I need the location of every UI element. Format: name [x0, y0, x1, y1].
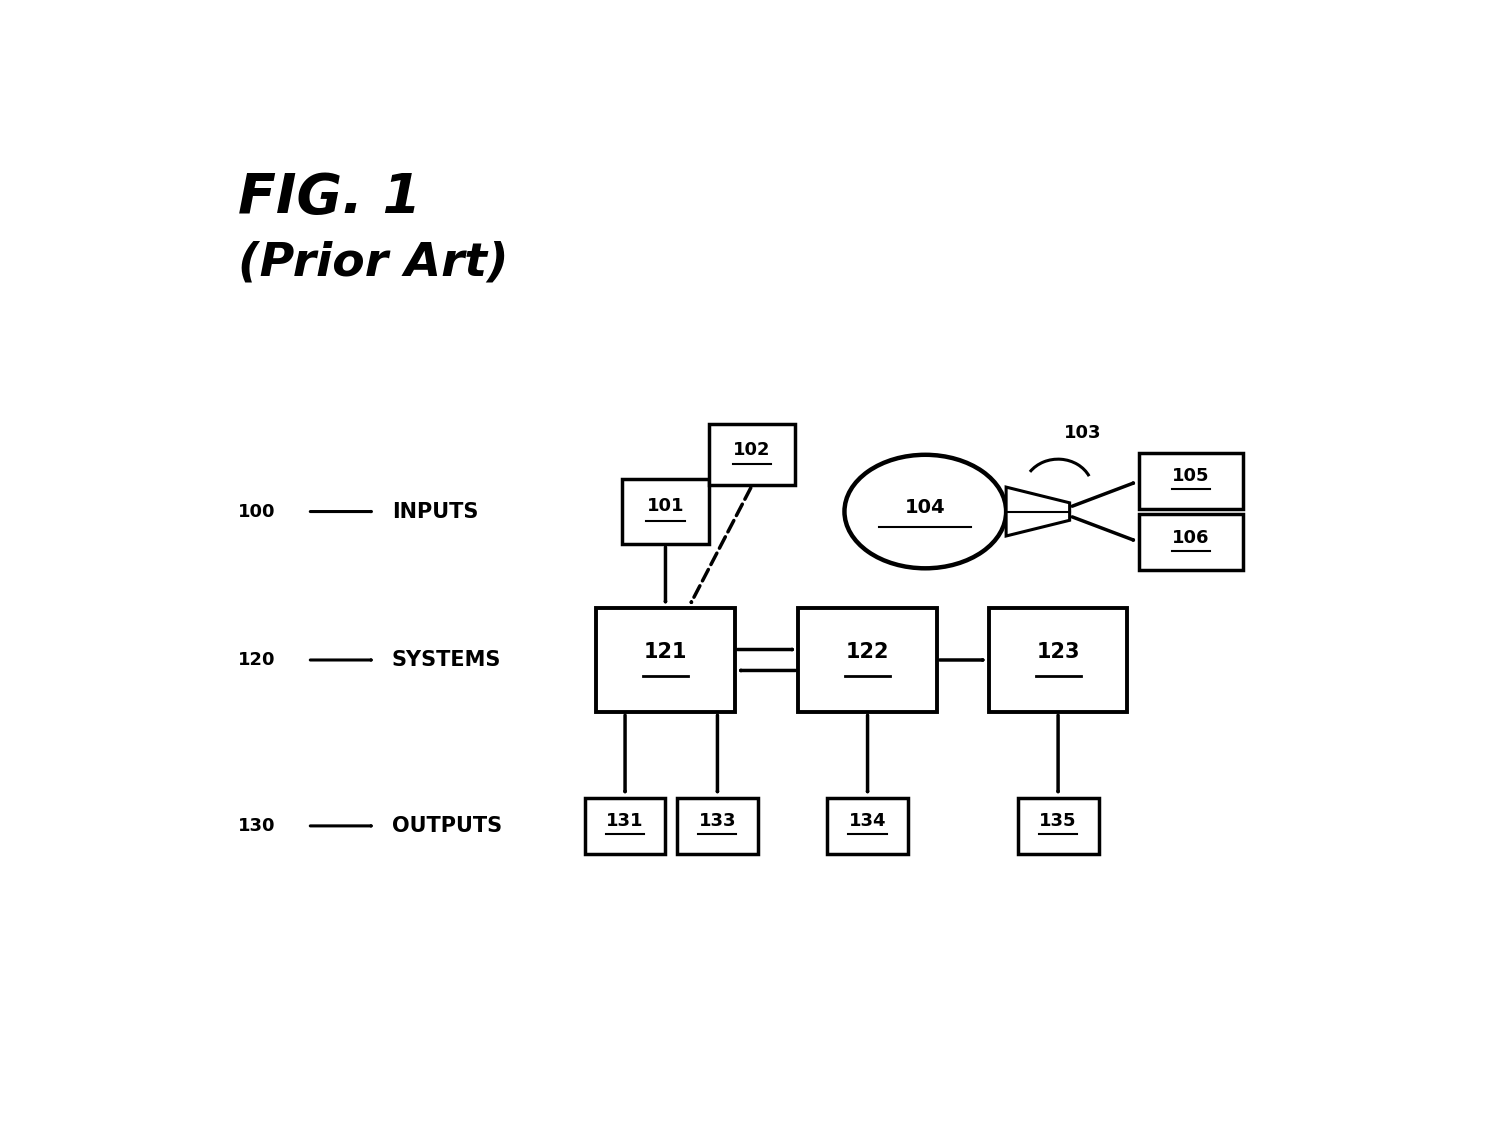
Text: 103: 103: [1064, 424, 1101, 442]
Text: 123: 123: [1037, 642, 1080, 661]
Text: 121: 121: [644, 642, 687, 661]
Text: 104: 104: [904, 498, 946, 517]
Text: 134: 134: [849, 812, 887, 830]
Text: (Prior Art): (Prior Art): [238, 240, 510, 286]
Bar: [709, 424, 796, 485]
Text: 101: 101: [647, 498, 684, 515]
Text: OUTPUTS: OUTPUTS: [392, 815, 502, 836]
Bar: [1018, 797, 1098, 854]
Text: 122: 122: [846, 642, 890, 661]
Text: FIG. 1: FIG. 1: [238, 171, 422, 225]
Text: 135: 135: [1040, 812, 1077, 830]
Text: 106: 106: [1173, 528, 1210, 547]
Text: 120: 120: [238, 651, 276, 669]
Text: 100: 100: [238, 502, 276, 521]
Text: 105: 105: [1173, 467, 1210, 485]
Text: 131: 131: [606, 812, 644, 830]
Bar: [799, 608, 937, 712]
Bar: [676, 797, 758, 854]
Bar: [1138, 514, 1243, 570]
Polygon shape: [1006, 488, 1070, 536]
Bar: [596, 608, 735, 712]
Text: INPUTS: INPUTS: [392, 501, 478, 522]
Text: 130: 130: [238, 816, 276, 835]
Bar: [827, 797, 907, 854]
Bar: [623, 479, 709, 544]
Text: 102: 102: [733, 441, 770, 459]
Text: 133: 133: [699, 812, 736, 830]
Bar: [584, 797, 666, 854]
Ellipse shape: [845, 455, 1006, 568]
Text: SYSTEMS: SYSTEMS: [392, 650, 501, 670]
Bar: [989, 608, 1128, 712]
Bar: [1138, 452, 1243, 509]
